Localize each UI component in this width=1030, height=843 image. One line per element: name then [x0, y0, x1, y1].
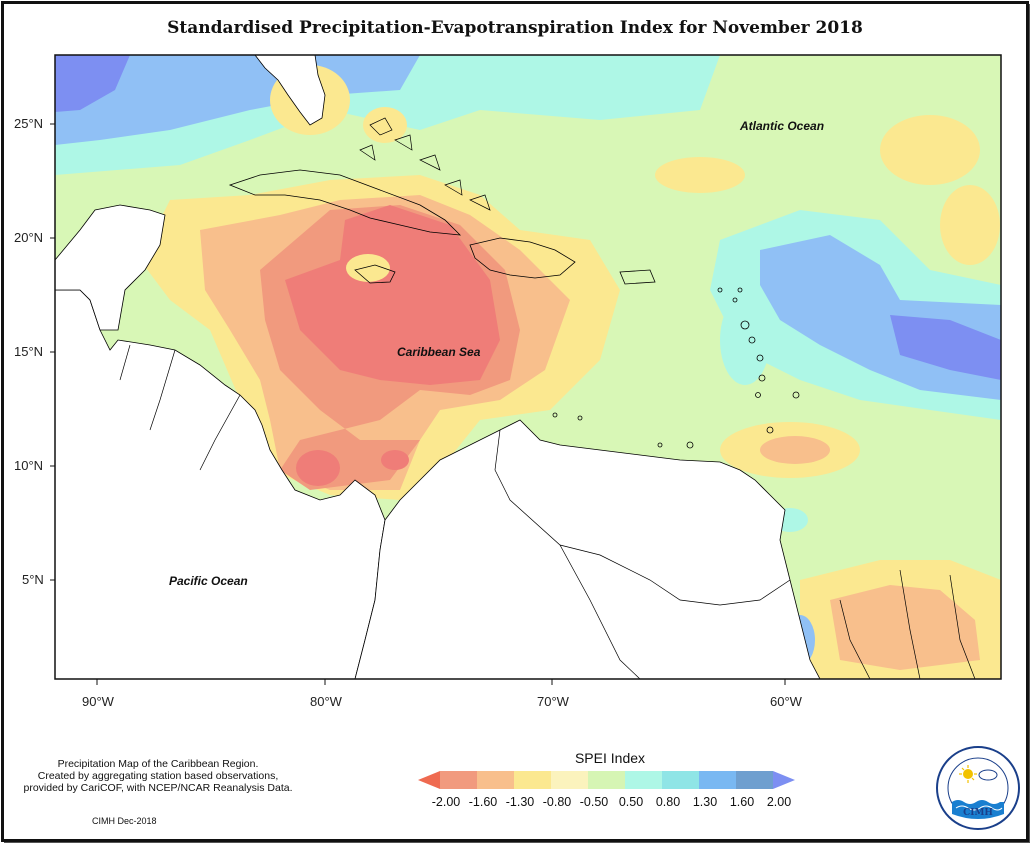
notes-line: Created by aggregating station based obs…: [37, 770, 279, 782]
legend-tick-label: 0.80: [655, 795, 681, 809]
legend-swatch-0: [418, 771, 440, 789]
spei-region-yellow-atlantic-3: [940, 185, 1000, 265]
legend-tick-label: 1.30: [692, 795, 718, 809]
notes-line: Precipitation Map of the Caribbean Regio…: [57, 758, 259, 770]
x-tick-label: 60°W: [770, 694, 802, 709]
legend-colorbar: [418, 771, 795, 789]
spei-region-orange-guianas: [830, 585, 980, 670]
land-lesser-antilles: [552, 287, 800, 449]
map-notes: Precipitation Map of the Caribbean Regio…: [8, 758, 308, 794]
land-hispaniola: [469, 237, 576, 279]
map-border: [54, 54, 1002, 680]
legend-swatch-8: [699, 771, 736, 789]
x-tick-label: 90°W: [82, 694, 114, 709]
spei-region-deepblue-east: [890, 315, 1001, 380]
legend-tick-label: -1.30: [505, 795, 535, 809]
spei-region-red-colombia: [381, 450, 409, 470]
label-atlantic-ocean: Atlantic Ocean: [740, 119, 825, 133]
land-yucatan: [55, 204, 166, 331]
spei-region-red-caribbean: [285, 205, 500, 385]
legend-title: SPEI Index: [574, 750, 646, 766]
spei-region-red-panama: [296, 450, 340, 486]
legend-tick-label: -0.50: [579, 795, 609, 809]
legend-swatch-2: [477, 771, 514, 789]
spei-region-cyan-windward: [720, 295, 770, 385]
legend-swatch-4: [551, 771, 588, 789]
legend-swatch-10: [773, 771, 795, 789]
legend-swatch-1: [440, 771, 477, 789]
land-puerto-rico: [619, 269, 656, 285]
axis-ticks: [50, 123, 786, 685]
spei-region-yellow-atlantic-2: [880, 115, 980, 185]
x-tick-label: 80°W: [310, 694, 342, 709]
y-tick-label: 5°N: [22, 572, 44, 587]
notes-line: provided by CariCOF, with NCEP/NCAR Rean…: [23, 782, 293, 794]
legend-tick-label: -1.60: [468, 795, 498, 809]
legend-tick-label: -2.00: [431, 795, 461, 809]
y-tick-label: 10°N: [14, 458, 44, 473]
x-tick-label: 70°W: [537, 694, 569, 709]
land-south-america: [354, 419, 821, 679]
map-credit: CIMH Dec-2018: [92, 816, 157, 826]
label-pacific-ocean: Pacific Ocean: [169, 574, 248, 588]
label-caribbean-sea: Caribbean Sea: [397, 345, 481, 359]
legend-swatch-3: [514, 771, 551, 789]
spei-region-orange-trinidad: [760, 436, 830, 464]
y-tick-label: 25°N: [14, 116, 44, 131]
legend-tick-label: 2.00: [766, 795, 792, 809]
legend-swatch-5: [588, 771, 625, 789]
y-tick-label: 15°N: [14, 344, 44, 359]
spei-region-deepblue-northwest: [55, 55, 130, 112]
land-jamaica: [354, 264, 396, 284]
land-borders: [119, 344, 976, 679]
cimh-logo-text: CIMH: [963, 808, 993, 818]
legend-swatch-7: [662, 771, 699, 789]
spei-region-yellow-jamaica: [346, 254, 390, 282]
land-florida: [254, 55, 326, 126]
map-title: Standardised Precipitation-Evapotranspir…: [167, 18, 863, 38]
spei-region-yellow-bahamas: [363, 107, 407, 143]
cimh-logo-icon: [936, 746, 1020, 830]
legend-swatch-9: [736, 771, 773, 789]
y-tick-label: 20°N: [14, 230, 44, 245]
legend-tick-label: 1.60: [729, 795, 755, 809]
legend-tick-label: -0.80: [542, 795, 572, 809]
legend-swatch-6: [625, 771, 662, 789]
land-bahamas: [359, 117, 491, 211]
spei-region-yellow-atlantic-1: [655, 157, 745, 193]
legend-tick-label: 0.50: [618, 795, 644, 809]
land-cuba: [228, 169, 462, 236]
